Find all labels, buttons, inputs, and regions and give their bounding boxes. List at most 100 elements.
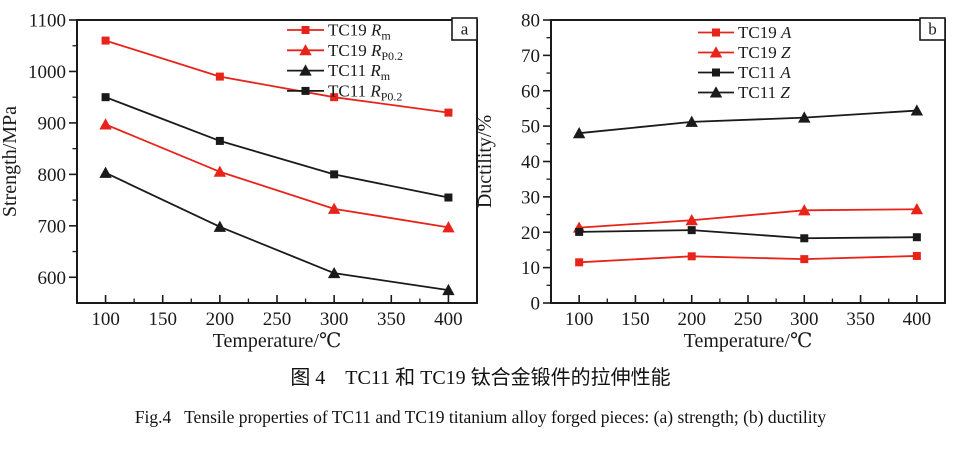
marker-square-icon [687, 226, 696, 235]
marker-triangle-icon [910, 203, 924, 215]
marker-triangle-icon [685, 214, 698, 226]
tensile-properties-charts: 100 150 200 250 300 350 400 600 700 800 900 1000 110… [0, 11, 946, 352]
marker-triangle-icon [685, 115, 698, 127]
y-axis-title: Strength/MPa [0, 106, 21, 217]
marker-triangle-icon [213, 165, 227, 177]
marker-square-icon [101, 36, 110, 45]
x-tick-label: 200 [677, 309, 706, 330]
x-tick-label: 100 [91, 309, 120, 330]
plot-frame [550, 19, 946, 304]
marker-square-icon [330, 93, 339, 102]
marker-square-icon [712, 28, 720, 37]
legend-label: TC11 Z [738, 83, 790, 102]
panel-label-box [919, 17, 946, 41]
series-tc11-a [575, 226, 921, 243]
marker-triangle-icon [213, 220, 227, 232]
y-tick-label: 30 [521, 187, 540, 208]
series-line [579, 229, 917, 240]
x-tick-label: 400 [434, 309, 463, 330]
panel-label: b [928, 20, 937, 39]
x-tick-label: 200 [206, 309, 235, 330]
x-tick-label: 350 [377, 309, 406, 330]
legend-label: TC19 Rm [328, 21, 391, 43]
marker-square-icon [912, 233, 921, 242]
marker-square-icon [215, 136, 224, 145]
caption-english: Fig.4 Tensile properties of TC11 and TC1… [134, 407, 827, 427]
x-axis-title: Temperature/℃ [684, 330, 813, 352]
series-line [579, 208, 917, 229]
series-tc11-rm [99, 166, 455, 296]
marker-square-icon [444, 193, 453, 202]
marker-triangle-icon [99, 118, 112, 130]
y-tick-label: 600 [38, 268, 67, 289]
marker-square-icon [575, 258, 584, 267]
marker-square-icon [575, 227, 584, 236]
panel-label: a [461, 20, 469, 39]
marker-square-icon [301, 26, 310, 34]
marker-square-icon [912, 251, 921, 260]
y-tick-label: 50 [521, 117, 540, 138]
series-line [105, 172, 449, 292]
x-tick-label: 150 [621, 309, 650, 330]
chart-a: 100 150 200 250 300 350 400 600 700 800 900 1000 110… [0, 11, 478, 352]
series-line [105, 39, 449, 114]
marker-square-icon [215, 72, 224, 81]
series-line [105, 96, 449, 199]
legend-label: TC11 A [738, 63, 791, 82]
marker-square-icon [800, 234, 809, 243]
y-tick-label: 40 [521, 152, 540, 173]
marker-triangle-icon [442, 221, 455, 233]
legend-label: TC19 Z [738, 43, 791, 62]
marker-square-icon [712, 68, 720, 77]
x-tick-label: 350 [846, 309, 875, 330]
x-tick-label: 100 [565, 309, 594, 330]
y-tick-label: 800 [38, 165, 67, 186]
y-tick-label: 70 [521, 46, 540, 67]
y-axis-title: Ductility/% [474, 115, 496, 208]
y-tick-label: 700 [38, 216, 67, 237]
series-line [579, 255, 917, 264]
y-tick-label: 900 [38, 113, 67, 134]
marker-triangle-icon [327, 266, 341, 279]
marker-triangle-icon [327, 202, 341, 214]
x-tick-label: 250 [263, 309, 292, 330]
marker-triangle-icon [299, 44, 312, 56]
series-line [105, 123, 449, 229]
x-tick-label: 300 [320, 309, 349, 330]
y-tick-label: 1100 [29, 11, 66, 32]
marker-triangle-icon [99, 166, 112, 178]
marker-triangle-icon [442, 283, 455, 296]
x-tick-label: 150 [148, 309, 177, 330]
marker-triangle-icon [709, 86, 723, 98]
plot-frame [76, 19, 478, 304]
series-tc19-rp0-2 [99, 118, 455, 233]
x-tick-label: 400 [903, 309, 932, 330]
marker-square-icon [301, 86, 310, 95]
series-tc11-z [572, 104, 924, 139]
legend-label: TC19 RP0.2 [328, 41, 403, 63]
series-line [579, 109, 917, 135]
marker-triangle-icon [910, 104, 924, 116]
y-tick-label: 1000 [28, 62, 66, 83]
series-tc11-rp0-2 [101, 93, 453, 202]
marker-square-icon [444, 108, 453, 117]
legend-label: TC19 A [738, 23, 792, 42]
marker-square-icon [101, 93, 110, 102]
marker-triangle-icon [709, 46, 723, 58]
marker-triangle-icon [299, 64, 312, 76]
series-tc19-rm [101, 36, 453, 117]
x-tick-label: 300 [790, 309, 819, 330]
caption-chinese: 图 4 TC11 和 TC19 钛合金锻件的拉伸性能 [290, 367, 671, 389]
marker-square-icon [330, 170, 339, 179]
marker-square-icon [800, 255, 809, 264]
legend-label: TC11 Rm [328, 61, 391, 83]
marker-triangle-icon [572, 127, 586, 139]
legend-label: TC11 RP0.2 [328, 81, 402, 103]
y-tick-label: 10 [521, 258, 540, 279]
series-tc19-z [572, 203, 924, 233]
x-tick-label: 250 [734, 309, 763, 330]
marker-triangle-icon [798, 204, 811, 216]
